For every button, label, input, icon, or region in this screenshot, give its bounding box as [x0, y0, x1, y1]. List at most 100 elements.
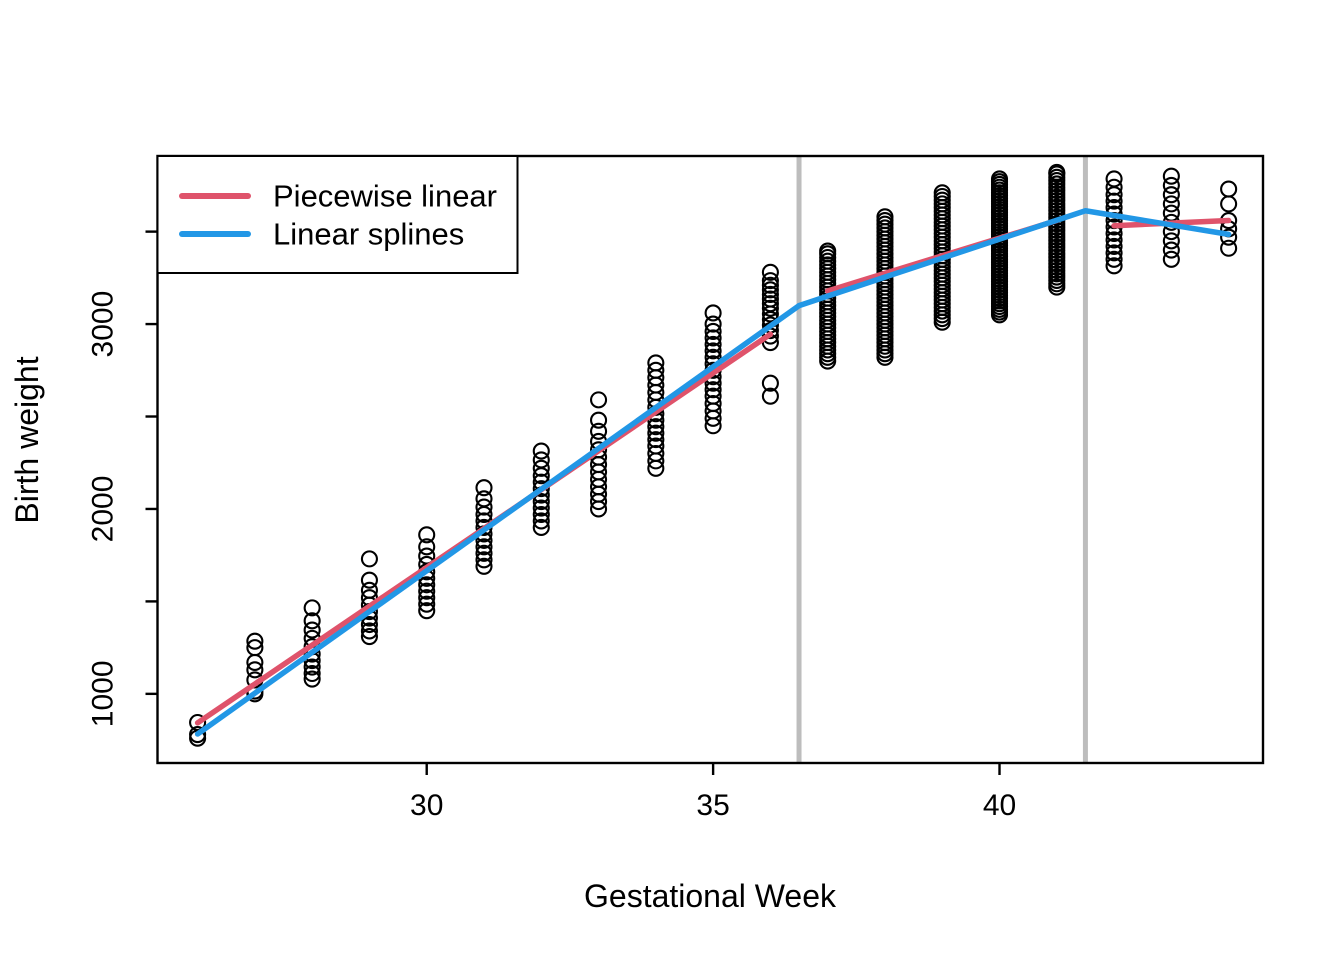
- data-point: [933, 184, 951, 202]
- x-tick-label: 30: [410, 789, 443, 822]
- data-point: [704, 304, 722, 322]
- data-point: [704, 315, 722, 333]
- data-point: [303, 670, 321, 688]
- data-point: [303, 599, 321, 617]
- data-point: [475, 490, 493, 508]
- data-point: [761, 295, 779, 313]
- data-point: [532, 512, 550, 530]
- x-axis: 30 35 40: [410, 763, 1016, 822]
- data-point: [532, 493, 550, 511]
- data-point: [532, 518, 550, 536]
- data-point: [475, 544, 493, 562]
- data-point: [532, 442, 550, 460]
- data-point: [418, 538, 436, 556]
- data-point: [532, 505, 550, 524]
- data-point: [1162, 241, 1180, 259]
- data-point: [189, 725, 207, 744]
- data-point: [1105, 244, 1123, 262]
- data-point: [532, 459, 550, 477]
- data-point: [647, 444, 665, 463]
- data-point: [360, 615, 378, 634]
- data-point: [590, 422, 608, 440]
- data-point: [1105, 231, 1123, 249]
- data-point: [360, 622, 378, 640]
- data-point: [990, 170, 1009, 188]
- data-point: [704, 322, 722, 341]
- data-point: [704, 335, 722, 353]
- data-point: [590, 391, 608, 409]
- data-point: [475, 551, 493, 569]
- data-point: [475, 538, 493, 556]
- data-point: [475, 557, 493, 575]
- data-point: [418, 595, 436, 613]
- data-point: [418, 589, 436, 607]
- legend-box: [156, 155, 519, 274]
- data-point: [1162, 186, 1180, 204]
- data-point: [360, 627, 378, 646]
- data-point: [761, 263, 779, 281]
- data-point: [475, 479, 493, 497]
- data-point: [1105, 237, 1123, 255]
- data-point: [189, 713, 207, 732]
- data-point: [1162, 250, 1180, 268]
- data-point: [590, 411, 608, 429]
- data-point: [360, 550, 378, 568]
- legend-label-splines: Linear splines: [273, 217, 464, 252]
- data-point: [1048, 163, 1066, 182]
- data-point: [647, 361, 665, 379]
- data-point: [418, 547, 436, 565]
- data-point: [647, 418, 665, 436]
- data-point: [532, 451, 550, 469]
- x-tick-label: 35: [696, 789, 729, 822]
- data-point: [246, 632, 264, 650]
- data-point: [1220, 195, 1238, 213]
- data-point: [1162, 232, 1180, 250]
- data-point: [1220, 239, 1238, 257]
- data-point: [761, 374, 779, 392]
- data-point: [418, 576, 436, 594]
- data-point: [303, 612, 321, 630]
- legend: Piecewise linear Linear splines: [156, 155, 519, 274]
- data-point: [819, 242, 837, 260]
- data-point: [704, 395, 722, 413]
- data-point: [475, 498, 493, 516]
- plot-border: [156, 154, 1265, 765]
- data-point: [704, 342, 722, 360]
- data-point: [647, 431, 665, 449]
- data-point: [418, 582, 436, 600]
- scatter-points: [189, 163, 1238, 747]
- legend-label-piecewise: Piecewise linear: [273, 179, 497, 214]
- data-point: [761, 285, 779, 304]
- data-point: [1220, 180, 1238, 198]
- data-point: [1105, 170, 1123, 188]
- data-point: [303, 658, 321, 676]
- y-axis: 1000 2000 3000: [87, 230, 158, 727]
- data-point: [647, 354, 665, 372]
- data-point: [876, 208, 894, 226]
- data-point: [360, 571, 378, 589]
- y-axis-title: Birth weight: [9, 356, 45, 523]
- linear-splines-line: [194, 207, 1232, 737]
- data-point: [761, 299, 779, 317]
- data-point: [246, 639, 264, 657]
- data-point: [532, 480, 550, 498]
- data-point: [532, 499, 550, 517]
- data-point: [303, 664, 321, 683]
- data-point: [303, 621, 321, 639]
- data-point: [761, 272, 779, 290]
- data-point: [761, 276, 779, 294]
- data-point: [761, 290, 779, 308]
- data-point: [1105, 192, 1123, 210]
- data-point: [1105, 250, 1123, 268]
- x-tick-label: 40: [983, 789, 1016, 822]
- data-point: [761, 387, 779, 405]
- data-point: [1162, 176, 1180, 194]
- data-point: [360, 581, 378, 599]
- data-point: [704, 329, 722, 347]
- data-point: [1162, 167, 1180, 185]
- data-point: [1105, 178, 1123, 196]
- data-point: [590, 441, 608, 459]
- y-tick-label: 3000: [87, 291, 120, 358]
